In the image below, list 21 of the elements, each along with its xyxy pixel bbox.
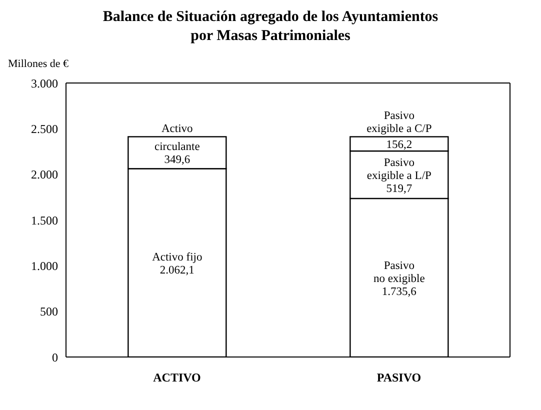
y-tick-label: 1.500	[31, 213, 58, 228]
series-label: Pasivo no exigible	[373, 260, 425, 285]
series-label: Pasivo exigible a C/P	[366, 110, 432, 135]
data-label: 1.735,6	[382, 286, 417, 298]
y-tick-label: 1.000	[31, 258, 58, 273]
y-tick-label: 500	[40, 304, 58, 319]
y-tick-label: 2.500	[31, 122, 58, 136]
series-label: Activo fijo	[152, 251, 202, 264]
data-label: 2.062,1	[160, 264, 195, 276]
y-axis-title: Millones de €	[8, 58, 70, 72]
series-label: Pasivo exigible a L/P	[366, 156, 432, 182]
y-tick-label: 2.000	[31, 168, 58, 182]
x-tick-label: PASIVO	[376, 370, 422, 385]
series-label: Activo circulante	[154, 122, 200, 154]
y-tick-label: 3.000	[31, 76, 58, 90]
x-tick-label: ACTIVO	[153, 370, 201, 385]
data-label: 156,2	[386, 138, 412, 151]
data-label: 349,6	[164, 154, 190, 166]
data-label: 519,7	[386, 182, 412, 195]
chart-title: Balance de Situación agregado de los Ayuntamientos por Masas Patrimoniales	[102, 8, 440, 46]
y-tick-label: 0	[52, 350, 58, 364]
